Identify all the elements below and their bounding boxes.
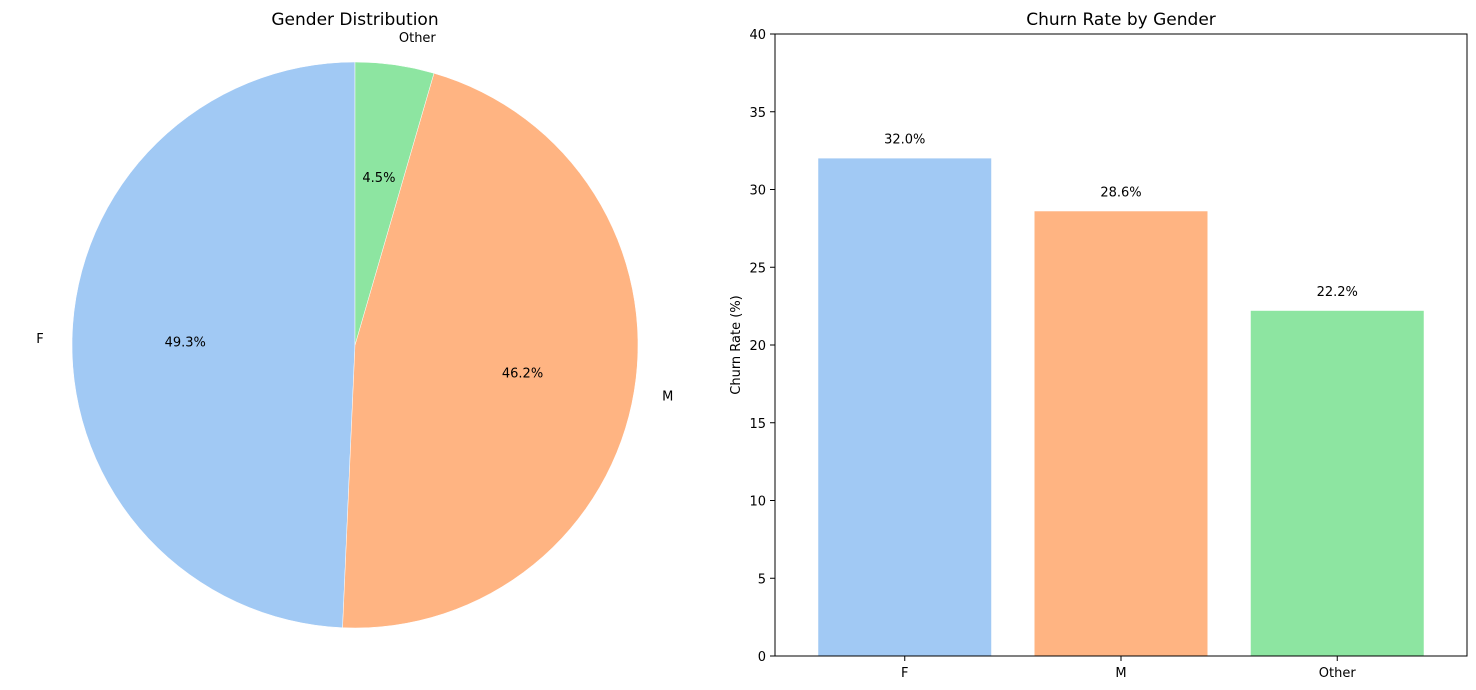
pie-category-label-other: Other: [399, 31, 437, 46]
bar-value-label-other: 22.2%: [1317, 285, 1358, 300]
pie-chart: Gender Distribution 49.3% F 46.2% M 4.5% Othe…: [36, 10, 673, 629]
pie-category-label-f: F: [36, 332, 43, 347]
y-tick-label: 35: [749, 106, 766, 121]
bar-other: [1250, 310, 1424, 656]
pie-slice-m: [342, 72, 639, 629]
x-tick-label-f: F: [901, 666, 908, 681]
pie-value-label-f: 49.3%: [165, 335, 206, 350]
y-tick-label: 40: [749, 28, 766, 43]
plot-frame: [774, 33, 1468, 657]
y-tick-label: 5: [758, 572, 766, 587]
bar-m: [1034, 211, 1208, 656]
pie-slice-other: [354, 61, 435, 346]
y-tick-label: 15: [749, 417, 766, 432]
x-tick-label-m: M: [1115, 666, 1126, 681]
pie-title: Gender Distribution: [271, 10, 438, 30]
bar-value-label-m: 28.6%: [1100, 185, 1141, 200]
pie-category-label-m: M: [662, 390, 673, 405]
y-tick-label: 25: [749, 261, 766, 276]
y-tick-label: 0: [758, 650, 766, 665]
y-tick-label: 10: [749, 495, 766, 510]
bar-value-label-f: 32.0%: [884, 132, 925, 147]
bar-title: Churn Rate by Gender: [1026, 10, 1216, 30]
bar-chart: Churn Rate by Gender Churn Rate (%) 0 5 10…: [729, 10, 1468, 681]
pie-slice-f: [71, 61, 356, 628]
bar-f: [818, 158, 992, 656]
y-tick-label: 30: [749, 184, 766, 199]
pie-value-label-m: 46.2%: [502, 367, 543, 382]
pie-value-label-other: 4.5%: [362, 171, 395, 186]
x-tick-label-other: Other: [1319, 666, 1357, 681]
y-axis-label: Churn Rate (%): [729, 295, 744, 394]
y-tick-label: 20: [749, 339, 766, 354]
